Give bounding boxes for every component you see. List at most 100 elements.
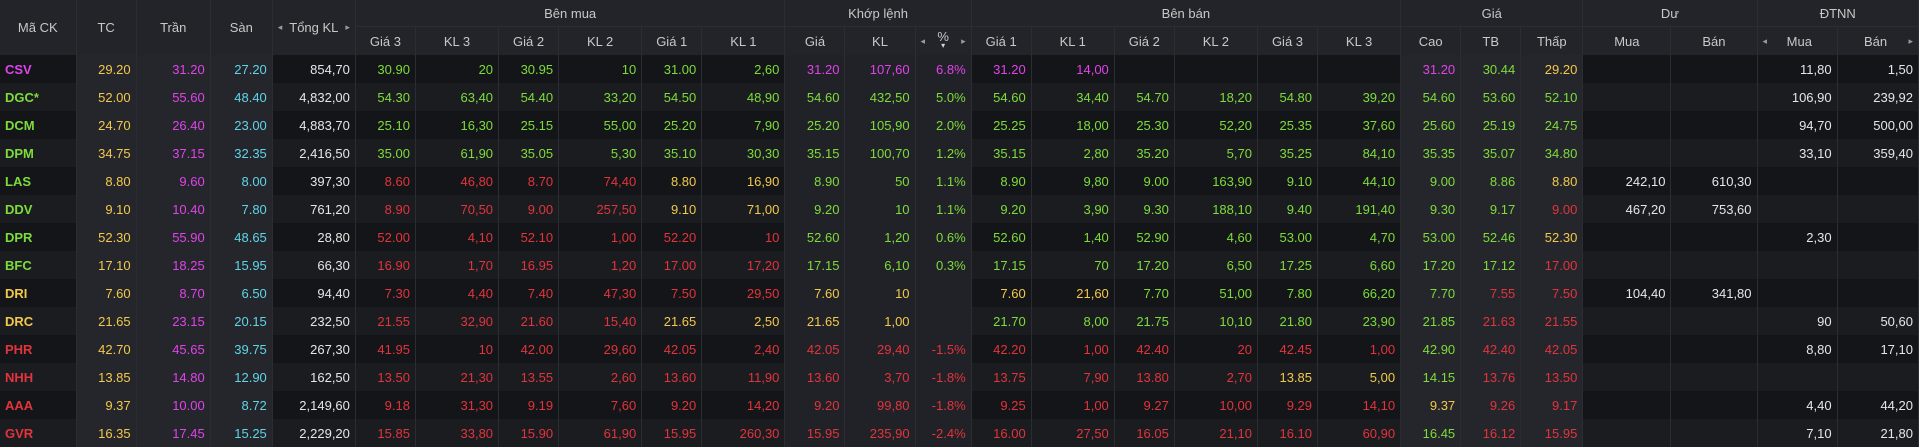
sell-price1-cell[interactable]: 8.90	[971, 167, 1032, 195]
buy-price3-cell[interactable]: 16.90	[355, 251, 416, 279]
sell-price1-cell[interactable]: 54.60	[971, 83, 1032, 111]
sell-price3-cell[interactable]: 35.25	[1257, 139, 1319, 167]
sell-price3-cell[interactable]: 7.80	[1257, 279, 1319, 307]
col-match-price[interactable]: Giá	[784, 26, 846, 55]
table-row[interactable]: NHH 13.85 14.80 12.90 162,50 13.50 21,30 13.55 2…	[0, 363, 1919, 391]
col-buy-vol3[interactable]: KL 3	[415, 26, 500, 55]
buy-price1-cell[interactable]: 15.95	[641, 419, 703, 447]
sell-price2-cell[interactable]: 16.05	[1114, 419, 1175, 447]
sell-price3-cell[interactable]	[1257, 55, 1319, 83]
symbol-cell[interactable]: DPR	[0, 223, 77, 251]
buy-price1-cell[interactable]: 25.20	[641, 111, 703, 139]
buy-price2-cell[interactable]: 9.00	[498, 195, 560, 223]
sell-price2-cell[interactable]: 52.90	[1114, 223, 1175, 251]
sell-price2-cell[interactable]: 7.70	[1114, 279, 1175, 307]
buy-price2-cell[interactable]: 13.55	[498, 363, 560, 391]
sell-price3-cell[interactable]: 54.80	[1257, 83, 1319, 111]
sell-price1-cell[interactable]: 25.25	[971, 111, 1032, 139]
buy-price2-cell[interactable]: 16.95	[498, 251, 560, 279]
col-foreign-buy[interactable]: ◂ Mua	[1757, 26, 1838, 55]
buy-price2-cell[interactable]: 15.90	[498, 419, 560, 447]
buy-price3-cell[interactable]: 35.00	[355, 139, 416, 167]
symbol-cell[interactable]: GVR	[0, 419, 77, 447]
sell-price1-cell[interactable]: 7.60	[971, 279, 1032, 307]
table-row[interactable]: PHR 42.70 45.65 39.75 267,30 41.95 10 42.00 29,6…	[0, 335, 1919, 363]
sell-price3-cell[interactable]: 13.85	[1257, 363, 1319, 391]
col-remain-sell[interactable]: Bán	[1670, 26, 1758, 55]
table-row[interactable]: CSV 29.20 31.20 27.20 854,70 30.90 20 30.95 10 31…	[0, 55, 1919, 83]
scroll-right-icon[interactable]: ▸	[345, 22, 350, 32]
table-row[interactable]: GVR 16.35 17.45 15.25 2,229,20 15.85 33,80 15.9…	[0, 419, 1919, 447]
col-floor[interactable]: Sàn	[210, 0, 273, 55]
buy-price2-cell[interactable]: 25.15	[498, 111, 560, 139]
table-row[interactable]: DDV 9.10 10.40 7.80 761,20 8.90 70,50 9.00 257,5…	[0, 195, 1919, 223]
symbol-cell[interactable]: PHR	[0, 335, 77, 363]
pct-right-icon[interactable]: ▸	[961, 35, 966, 46]
buy-price2-cell[interactable]: 42.00	[498, 335, 560, 363]
buy-price1-cell[interactable]: 8.80	[641, 167, 703, 195]
sell-price1-cell[interactable]: 35.15	[971, 139, 1032, 167]
col-sell-price3[interactable]: Giá 3	[1257, 26, 1319, 55]
col-avg[interactable]: TB	[1460, 26, 1522, 55]
table-row[interactable]: DRI 7.60 8.70 6.50 94,40 7.30 4,40 7.40 47,30 7.5…	[0, 279, 1919, 307]
buy-price2-cell[interactable]: 8.70	[498, 167, 560, 195]
sell-price1-cell[interactable]: 52.60	[971, 223, 1032, 251]
sell-price1-cell[interactable]: 17.15	[971, 251, 1032, 279]
sell-price3-cell[interactable]: 21.80	[1257, 307, 1319, 335]
buy-price1-cell[interactable]: 13.60	[641, 363, 703, 391]
buy-price1-cell[interactable]: 35.10	[641, 139, 703, 167]
col-buy-price1[interactable]: Giá 1	[641, 26, 703, 55]
sell-price2-cell[interactable]: 25.30	[1114, 111, 1175, 139]
buy-price1-cell[interactable]: 7.50	[641, 279, 703, 307]
table-row[interactable]: BFC 17.10 18.25 15.95 66,30 16.90 1,70 16.95 1,2…	[0, 251, 1919, 279]
sell-price2-cell[interactable]: 9.00	[1114, 167, 1175, 195]
symbol-cell[interactable]: DGC*	[0, 83, 77, 111]
sell-price3-cell[interactable]: 9.10	[1257, 167, 1319, 195]
symbol-cell[interactable]: DRC	[0, 307, 77, 335]
symbol-cell[interactable]: DDV	[0, 195, 77, 223]
sort-down-icon[interactable]: ▾	[941, 41, 946, 50]
foreign-right-icon[interactable]: ▸	[1908, 35, 1913, 46]
col-buy-price3[interactable]: Giá 3	[355, 26, 416, 55]
sell-price1-cell[interactable]: 16.00	[971, 419, 1032, 447]
col-high[interactable]: Cao	[1400, 26, 1462, 55]
buy-price2-cell[interactable]: 52.10	[498, 223, 560, 251]
sell-price1-cell[interactable]: 31.20	[971, 55, 1032, 83]
table-row[interactable]: DGC* 52.00 55.60 48.40 4,832,00 54.30 63,40 54.…	[0, 83, 1919, 111]
symbol-cell[interactable]: CSV	[0, 55, 77, 83]
buy-price2-cell[interactable]: 30.95	[498, 55, 560, 83]
symbol-cell[interactable]: NHH	[0, 363, 77, 391]
symbol-cell[interactable]: BFC	[0, 251, 77, 279]
sell-price3-cell[interactable]: 9.29	[1257, 391, 1319, 419]
col-sell-vol2[interactable]: KL 2	[1174, 26, 1258, 55]
symbol-cell[interactable]: LAS	[0, 167, 77, 195]
sell-price2-cell[interactable]: 17.20	[1114, 251, 1175, 279]
buy-price1-cell[interactable]: 17.00	[641, 251, 703, 279]
buy-price3-cell[interactable]: 15.85	[355, 419, 416, 447]
col-foreign-sell[interactable]: Bán ▸	[1837, 26, 1919, 55]
table-row[interactable]: LAS 8.80 9.60 8.00 397,30 8.60 46,80 8.70 74,40 8…	[0, 167, 1919, 195]
buy-price3-cell[interactable]: 41.95	[355, 335, 416, 363]
pct-left-icon[interactable]: ◂	[920, 35, 926, 46]
table-row[interactable]: AAA 9.37 10.00 8.72 2,149,60 9.18 31,30 9.19 7,6…	[0, 391, 1919, 419]
buy-price1-cell[interactable]: 31.00	[641, 55, 703, 83]
col-ref[interactable]: TC	[76, 0, 137, 55]
sell-price1-cell[interactable]: 9.20	[971, 195, 1032, 223]
sell-price2-cell[interactable]: 35.20	[1114, 139, 1175, 167]
buy-price1-cell[interactable]: 52.20	[641, 223, 703, 251]
buy-price3-cell[interactable]: 8.60	[355, 167, 416, 195]
sell-price3-cell[interactable]: 42.45	[1257, 335, 1319, 363]
col-match-vol[interactable]: KL	[844, 26, 916, 55]
table-row[interactable]: DPR 52.30 55.90 48.65 28,80 52.00 4,10 52.10 1,0…	[0, 223, 1919, 251]
sell-price3-cell[interactable]: 17.25	[1257, 251, 1319, 279]
table-row[interactable]: DCM 24.70 26.40 23.00 4,883,70 25.10 16,30 25.1…	[0, 111, 1919, 139]
buy-price3-cell[interactable]: 52.00	[355, 223, 416, 251]
buy-price3-cell[interactable]: 7.30	[355, 279, 416, 307]
table-row[interactable]: DPM 34.75 37.15 32.35 2,416,50 35.00 61,90 35.0…	[0, 139, 1919, 167]
symbol-cell[interactable]: DCM	[0, 111, 77, 139]
table-row[interactable]: DRC 21.65 23.15 20.15 232,50 21.55 32,90 21.60 1…	[0, 307, 1919, 335]
col-ceiling[interactable]: Trần	[136, 0, 211, 55]
symbol-cell[interactable]: AAA	[0, 391, 77, 419]
sell-price1-cell[interactable]: 13.75	[971, 363, 1032, 391]
col-sell-price1[interactable]: Giá 1	[971, 26, 1032, 55]
